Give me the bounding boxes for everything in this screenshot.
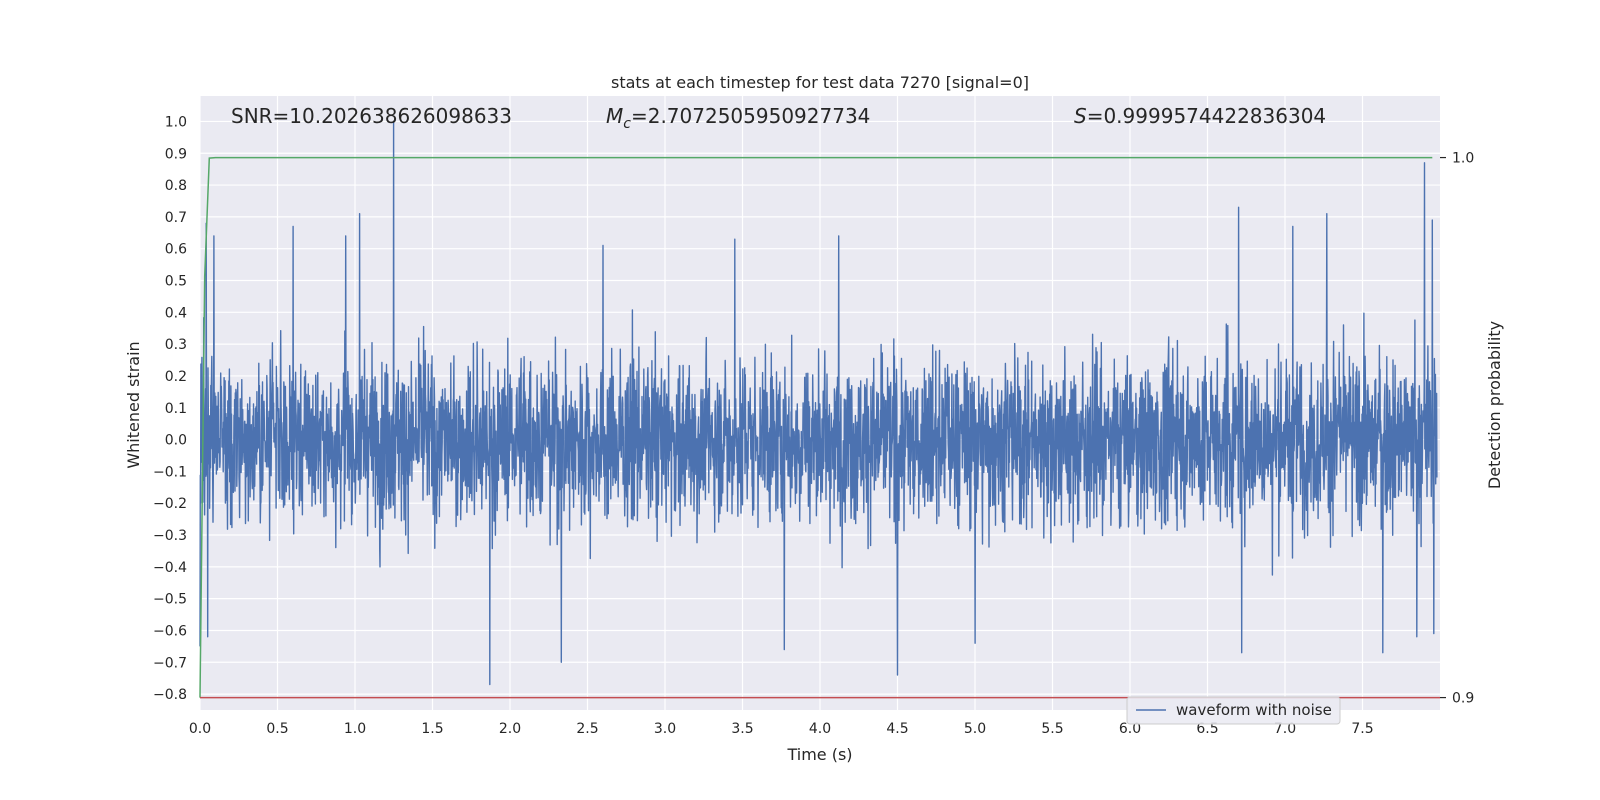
x-tick-label: 6.0 bbox=[1119, 721, 1141, 737]
y-axis-right-label: Detection probability bbox=[1485, 321, 1504, 489]
y-tick-label-left: −0.5 bbox=[153, 592, 187, 608]
chart-title: stats at each timestep for test data 727… bbox=[611, 73, 1029, 92]
y-axis-right-ticks: 1.0 0.9 bbox=[1440, 151, 1474, 707]
s-annotation: S=0.9999574422836304 bbox=[1074, 104, 1326, 128]
y-tick-label-left: 0.1 bbox=[165, 401, 187, 417]
y-tick-label-left: 1.0 bbox=[165, 114, 187, 130]
y-tick-label-left: 0.2 bbox=[165, 369, 187, 385]
y-tick-label-left: −0.4 bbox=[153, 560, 187, 576]
y-tick-label-left: −0.8 bbox=[153, 687, 187, 703]
y-tick-label-left: −0.2 bbox=[153, 496, 187, 512]
x-axis-ticks: 0.0 0.5 1.0 1.5 2.0 2.5 3.0 3.5 4.0 4.5 5.0 5.5 6.0 6… bbox=[189, 721, 1374, 737]
x-tick-label: 1.5 bbox=[421, 721, 443, 737]
x-tick-label: 4.5 bbox=[886, 721, 908, 737]
x-axis-label: Time (s) bbox=[786, 745, 852, 764]
x-tick-label: 2.5 bbox=[576, 721, 598, 737]
legend: waveform with noise bbox=[1126, 696, 1341, 725]
y-tick-label-left: 0.8 bbox=[165, 178, 187, 194]
x-tick-label: 3.5 bbox=[731, 721, 753, 737]
y-tick-label-left: 0.0 bbox=[165, 433, 187, 449]
mc-subscript: c bbox=[623, 116, 631, 132]
x-tick-label: 5.0 bbox=[964, 721, 986, 737]
y-tick-label-left: 0.4 bbox=[165, 305, 187, 321]
y-tick-label-left: 0.9 bbox=[165, 146, 187, 162]
y-tick-label-left: 0.6 bbox=[165, 242, 187, 258]
x-tick-label: 5.5 bbox=[1041, 721, 1063, 737]
waveform-line bbox=[199, 120, 1438, 686]
x-tick-label: 2.0 bbox=[499, 721, 521, 737]
y-tick-label-left: −0.6 bbox=[153, 623, 187, 639]
x-tick-label: 6.5 bbox=[1196, 721, 1218, 737]
x-tick-label: 4.0 bbox=[809, 721, 831, 737]
x-tick-label: 3.0 bbox=[654, 721, 676, 737]
y-axis-left-label: Whitened strain bbox=[124, 341, 143, 468]
legend-label-waveform: waveform with noise bbox=[1176, 701, 1332, 719]
x-tick-label: 7.5 bbox=[1351, 721, 1373, 737]
y-tick-label-left: −0.1 bbox=[153, 464, 187, 480]
x-tick-label: 7.0 bbox=[1274, 721, 1296, 737]
y-tick-label-right: 0.9 bbox=[1452, 691, 1474, 707]
s-value: =0.9999574422836304 bbox=[1087, 104, 1326, 128]
y-tick-label-left: 0.3 bbox=[165, 337, 187, 353]
y-tick-label-left: −0.3 bbox=[153, 528, 187, 544]
y-tick-label-left: 0.5 bbox=[165, 274, 187, 290]
legend-box bbox=[1126, 696, 1341, 725]
s-symbol: S bbox=[1074, 104, 1087, 128]
y-tick-label-left: 0.7 bbox=[165, 210, 187, 226]
mc-symbol: M bbox=[606, 104, 623, 128]
x-tick-label: 0.0 bbox=[189, 721, 211, 737]
mc-value: =2.7072505950927734 bbox=[631, 104, 870, 128]
detection-probability-line bbox=[199, 156, 1433, 698]
chirp-mass-annotation: Mc=2.7072505950927734 bbox=[606, 104, 870, 132]
snr-annotation: SNR=10.202638626098633 bbox=[231, 104, 512, 128]
y-tick-label-right: 1.0 bbox=[1452, 151, 1474, 167]
x-tick-label: 1.0 bbox=[344, 721, 366, 737]
y-axis-left-ticks: 1.0 0.9 0.8 0.7 0.6 0.5 0.4 0.3 0.2 0.1 0.0 −0.1 −0.… bbox=[153, 114, 187, 703]
x-tick-label: 0.5 bbox=[266, 721, 288, 737]
y-tick-label-left: −0.7 bbox=[153, 655, 187, 671]
